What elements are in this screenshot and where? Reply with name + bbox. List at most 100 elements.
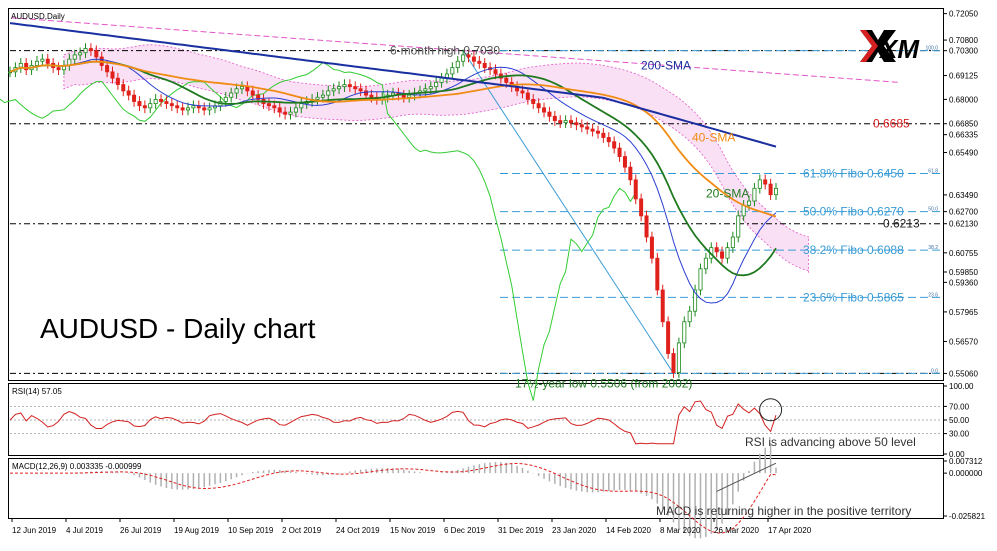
- candle-body: [7, 71, 12, 74]
- date-tick-label: 12 Jun 2019: [12, 526, 57, 535]
- candle-body: [525, 92, 530, 100]
- candle-body: [461, 54, 466, 62]
- rsi-plot: 100.00 70.00 50.00 30.00 0.00: [9, 382, 974, 459]
- price-tick-label: 0.60755: [949, 249, 978, 258]
- date-tick-label: 10 Sep 2019: [228, 526, 274, 535]
- date-tick-label: 23 Jan 2020: [552, 526, 597, 535]
- candle-body: [24, 62, 29, 71]
- rsi-tick-label: 30.00: [949, 430, 970, 439]
- candle-body: [45, 58, 50, 64]
- date-tick-label: 14 Feb 2020: [606, 526, 651, 535]
- candle-body: [72, 54, 77, 60]
- date-tick-label: 17 Apr 2020: [768, 526, 812, 535]
- candle-body: [83, 48, 88, 54]
- candle-body: [326, 90, 331, 96]
- candle-body: [730, 236, 735, 249]
- price-tick-label: 0.59850: [949, 268, 978, 277]
- candle-body: [471, 56, 476, 62]
- candle-body: [364, 90, 369, 96]
- candle-body: [105, 65, 110, 73]
- candle-body: [207, 107, 212, 111]
- axes: 0.72050 0.70800 0.70300 0.69125 0.68000 0.668…: [11, 10, 978, 535]
- candle-body: [595, 130, 600, 134]
- candle-body: [493, 69, 498, 75]
- brand-mark: XM: [878, 34, 920, 64]
- candle-body: [153, 98, 158, 105]
- rsi-highlight-circle: [759, 398, 783, 422]
- candle-body: [531, 98, 536, 105]
- candle-body: [234, 88, 239, 94]
- candle-body: [504, 77, 509, 83]
- xm-logo: XM: [860, 30, 920, 64]
- candle-body: [747, 200, 752, 206]
- candle-body: [542, 107, 547, 113]
- level-0-6685-label: 0.6685: [873, 117, 910, 131]
- candle-body: [250, 90, 255, 96]
- candle-body: [223, 96, 228, 102]
- candle-body: [320, 94, 325, 98]
- candle-body: [644, 215, 649, 238]
- candle-body: [703, 257, 708, 270]
- candle-body: [601, 132, 606, 138]
- candle-body: [266, 103, 271, 107]
- candle-body: [272, 105, 277, 109]
- date-tick-label: 26 Jul 2019: [120, 526, 162, 535]
- chart-heading: AUDUSD - Daily chart: [40, 313, 316, 344]
- rsi-tick-label: 100.00: [949, 382, 974, 391]
- fibo-tag: 0.0: [931, 368, 938, 374]
- candle-body: [191, 105, 196, 109]
- candle-body: [245, 86, 250, 92]
- candle-body: [482, 62, 487, 69]
- price-tick-label: 0.55060: [949, 369, 978, 378]
- candle-body: [277, 107, 282, 113]
- candle-body: [369, 94, 374, 98]
- fibo-label: 38.2% Fibo 0.6088: [803, 243, 904, 257]
- candle-body: [331, 88, 336, 92]
- candle-body: [720, 251, 725, 259]
- price-plot: 61.8 61.8% Fibo 0.6450 50.0 50.0% Fibo 0.62…: [0, 17, 942, 401]
- price-tick-label: 0.70300: [949, 47, 978, 56]
- price-tick-label: 0.57965: [949, 308, 978, 317]
- price-tick-label: 0.66850: [949, 120, 978, 129]
- fibo-tag: 38.2: [928, 245, 938, 251]
- sma200-label: 200-SMA: [641, 58, 691, 72]
- candle-body: [725, 247, 730, 259]
- candle-body: [455, 60, 460, 69]
- rsi-tick-label: 70.00: [949, 402, 970, 411]
- candle-body: [34, 60, 39, 66]
- date-tick-label: 26 Mar 2020: [714, 526, 759, 535]
- candle-body: [353, 86, 358, 90]
- year-low-label: 17½-year low 0.5506 (from 2002): [515, 376, 692, 390]
- fibo-label: 50.0% Fibo 0.6270: [803, 205, 904, 219]
- date-tick-label: 31 Dec 2019: [498, 526, 544, 535]
- candle-body: [78, 52, 83, 56]
- candle-body: [315, 96, 320, 100]
- candle-body: [466, 54, 471, 58]
- sma20-label: 20-SMA: [706, 187, 749, 201]
- candle-body: [666, 321, 671, 354]
- price-tick-label: 0.69125: [949, 72, 978, 81]
- candle-body: [569, 120, 574, 124]
- rsi-title: RSI(14) 57.05: [12, 387, 62, 396]
- fibo-tag: 50.0: [928, 207, 938, 213]
- candle-body: [520, 90, 525, 94]
- fibo-label: 23.6% Fibo 0.5865: [803, 290, 904, 304]
- price-tick-label: 0.62130: [949, 220, 978, 229]
- macd-tick-label: 0.000000: [949, 469, 983, 478]
- macd-panel: [8, 458, 944, 519]
- candle-body: [628, 166, 633, 181]
- candle-body: [741, 204, 746, 217]
- level-0-6213-label: 0.6213: [883, 217, 920, 231]
- candle-body: [736, 215, 741, 238]
- candle-body: [288, 111, 293, 115]
- fibo-trendline: [462, 50, 674, 374]
- macd-signal-line: [10, 462, 777, 534]
- candle-body: [401, 94, 406, 98]
- candle-body: [169, 103, 174, 107]
- candle-body: [563, 120, 568, 124]
- sma40-line: [9, 60, 777, 218]
- date-tick-label: 19 Aug 2019: [174, 526, 219, 535]
- candle-body: [299, 103, 304, 109]
- candle-body: [536, 103, 541, 109]
